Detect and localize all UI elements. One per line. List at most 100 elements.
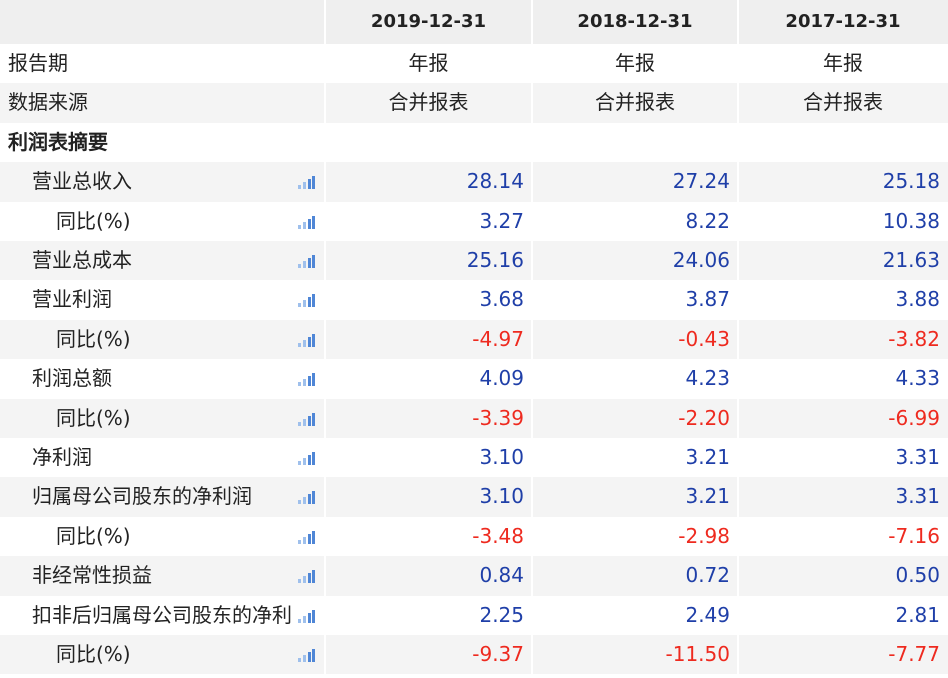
value-cell: -3.39 [472, 405, 524, 430]
table-row: 营业总收入 28.14 27.24 25.18 [0, 162, 948, 202]
row-label: 营业总收入 [32, 169, 132, 194]
table-row: 同比(%) 3.27 8.22 10.38 [0, 202, 948, 241]
column-separator [531, 556, 533, 596]
value-cell: 21.63 [882, 248, 940, 272]
column-separator [324, 0, 326, 44]
value-cell: -3.82 [888, 326, 940, 351]
value-cell: 0.72 [685, 563, 730, 588]
column-separator [737, 83, 739, 123]
chart-icon[interactable] [298, 530, 316, 544]
row-label: 数据来源 [8, 90, 88, 115]
table-row: 营业利润 3.68 3.87 3.88 [0, 280, 948, 319]
column-separator [324, 398, 326, 438]
column-separator [737, 319, 739, 360]
column-separator [531, 162, 533, 202]
column-separator [324, 635, 326, 675]
value-cell: -2.98 [678, 523, 730, 548]
value-cell: 2.81 [895, 602, 940, 627]
value-cell: -4.97 [472, 326, 524, 351]
column-separator [531, 477, 533, 517]
table-row: 同比(%) -3.39 -2.20 -6.99 [0, 398, 948, 438]
chart-icon[interactable] [298, 451, 316, 465]
value-cell: -7.16 [888, 523, 940, 548]
chart-icon[interactable] [298, 569, 316, 584]
column-header: 2019-12-31 [370, 11, 487, 32]
chart-icon[interactable] [298, 372, 316, 387]
value-cell: 25.18 [882, 169, 940, 194]
column-separator [737, 398, 739, 438]
table-row: 营业总成本 25.16 24.06 21.63 [0, 241, 948, 281]
column-separator [737, 0, 739, 44]
column-separator [324, 477, 326, 517]
row-label: 同比(%) [56, 326, 131, 351]
column-separator [324, 162, 326, 202]
chart-icon[interactable] [298, 648, 316, 662]
meta-value: 合并报表 [595, 90, 675, 115]
table-row: 报告期 年报 年报 年报 [0, 44, 948, 83]
column-separator [324, 83, 326, 123]
column-header: 2017-12-31 [785, 11, 901, 32]
value-cell: -2.20 [678, 405, 730, 430]
value-cell: 8.22 [685, 208, 730, 233]
table-row: 2019-12-31 2018-12-31 2017-12-31 [0, 0, 948, 44]
column-separator [737, 162, 739, 202]
chart-icon[interactable] [298, 333, 316, 347]
value-cell: 2.49 [685, 602, 730, 627]
row-label: 非经常性损益 [32, 563, 152, 588]
chart-icon[interactable] [298, 490, 316, 505]
column-separator [531, 241, 533, 281]
chart-icon[interactable] [298, 609, 316, 623]
value-cell: 3.10 [479, 484, 524, 509]
chart-icon[interactable] [298, 175, 316, 190]
value-cell: 3.88 [895, 287, 940, 312]
value-cell: 3.21 [685, 445, 730, 469]
value-cell: -0.43 [678, 326, 730, 351]
table-row: 归属母公司股东的净利润 3.10 3.21 3.31 [0, 477, 948, 517]
table-row: 净利润 3.10 3.21 3.31 [0, 438, 948, 477]
table-row: 利润总额 4.09 4.23 4.33 [0, 359, 948, 398]
value-cell: -3.48 [472, 523, 524, 548]
section-title: 利润表摘要 [8, 129, 108, 154]
row-label: 同比(%) [56, 642, 131, 666]
column-separator [531, 0, 533, 44]
value-cell: 28.14 [466, 169, 524, 194]
value-cell: 3.10 [479, 445, 524, 469]
value-cell: 3.68 [479, 287, 524, 312]
row-label: 营业利润 [32, 287, 112, 312]
row-label: 报告期 [8, 51, 68, 75]
column-separator [531, 83, 533, 123]
chart-icon[interactable] [298, 412, 316, 426]
meta-value: 合并报表 [803, 90, 883, 115]
row-label: 同比(%) [56, 405, 131, 430]
value-cell: 2.25 [479, 602, 524, 627]
chart-icon[interactable] [298, 293, 316, 308]
column-separator [324, 556, 326, 596]
meta-value: 年报 [408, 51, 449, 75]
column-separator [531, 319, 533, 360]
row-label: 净利润 [32, 445, 92, 469]
row-label: 同比(%) [56, 208, 131, 233]
column-header: 2018-12-31 [577, 11, 693, 32]
chart-icon[interactable] [298, 254, 316, 268]
value-cell: 3.31 [895, 445, 940, 469]
table-row: 同比(%) -4.97 -0.43 -3.82 [0, 319, 948, 360]
table-row: 扣非后归属母公司股东的净利 2.25 2.49 2.81 [0, 596, 948, 635]
value-cell: -7.77 [888, 642, 940, 666]
chart-icon[interactable] [298, 215, 316, 229]
column-separator [737, 635, 739, 675]
value-cell: 0.84 [479, 563, 524, 588]
table-row: 同比(%) -3.48 -2.98 -7.16 [0, 517, 948, 556]
value-cell: 3.87 [685, 287, 730, 312]
value-cell: 4.09 [479, 366, 524, 391]
value-cell: -9.37 [472, 642, 524, 666]
value-cell: 27.24 [672, 169, 730, 194]
value-cell: -6.99 [888, 405, 940, 430]
value-cell: 10.38 [882, 208, 940, 233]
column-separator [737, 556, 739, 596]
table-row: 数据来源 合并报表 合并报表 合并报表 [0, 83, 948, 123]
table-row: 非经常性损益 0.84 0.72 0.50 [0, 556, 948, 596]
value-cell: 24.06 [672, 248, 730, 272]
column-separator [531, 635, 533, 675]
row-label: 扣非后归属母公司股东的净利 [32, 602, 292, 627]
